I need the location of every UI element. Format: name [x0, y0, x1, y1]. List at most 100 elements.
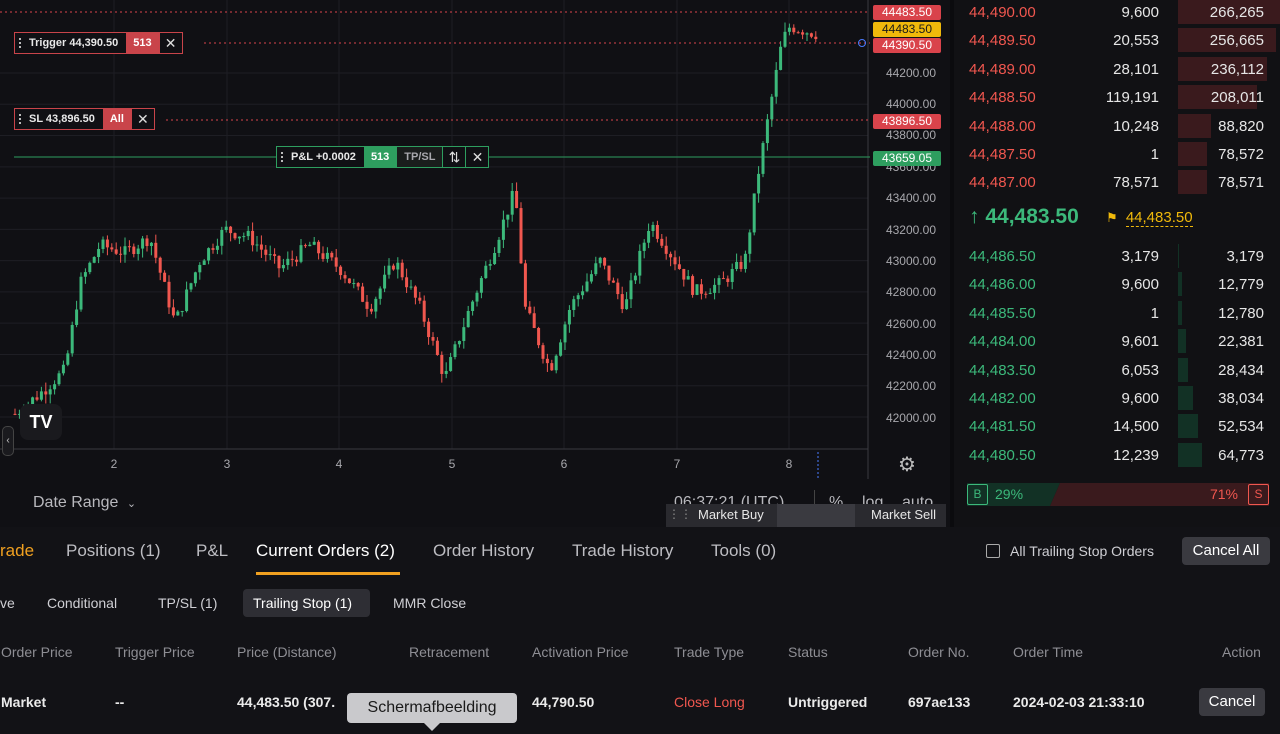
buy-pct: 29% [995, 486, 1024, 502]
subtab-mmr-close[interactable]: MMR Close [393, 595, 467, 611]
cell-order-no: 697ae133 [908, 694, 971, 710]
candle-body [493, 252, 497, 265]
quick-trade-qty[interactable] [777, 504, 855, 527]
ask-row[interactable]: 44,487.00 78,571 78,571 [954, 170, 1280, 198]
price-tick: 42400.00 [885, 348, 936, 362]
candle-body [83, 272, 87, 277]
tab-positions[interactable]: Positions (1) [66, 541, 161, 560]
ask-total: 88,820 [1218, 117, 1264, 135]
candle-body [75, 309, 79, 325]
tab-trade-history[interactable]: Trade History [572, 541, 674, 560]
all-trailing-checkbox[interactable] [986, 544, 1000, 558]
bid-row[interactable]: 44,486.00 9,600 12,779 [954, 272, 1280, 300]
trigger-order-label: Trigger 44,390.50 [15, 33, 126, 53]
market-buy-button[interactable]: Market Buy [698, 507, 764, 522]
subtab-trailing-stop[interactable]: Trailing Stop (1) [253, 595, 353, 611]
candle-body [277, 255, 281, 269]
chevron-left-icon[interactable]: ‹ [2, 426, 14, 456]
bid-price: 44,481.50 [969, 418, 1036, 436]
tab-current-orders[interactable]: Current Orders (2) [256, 541, 395, 560]
bid-total: 52,534 [1218, 418, 1264, 436]
candlestick-chart[interactable] [0, 0, 950, 527]
price-chart[interactable]: 44200.00 44000.00 43800.00 43600.00 4340… [0, 0, 950, 527]
market-sell-button[interactable]: Market Sell [871, 507, 937, 522]
candle-body [488, 264, 492, 266]
ask-row[interactable]: 44,489.00 28,101 236,112 [954, 56, 1280, 85]
bid-row[interactable]: 44,482.00 9,600 38,034 [954, 386, 1280, 414]
candle-body [369, 308, 373, 312]
candle-body [682, 268, 686, 280]
bid-row[interactable]: 44,480.50 12,239 64,773 [954, 442, 1280, 471]
bid-row[interactable]: 44,485.50 1 12,780 [954, 300, 1280, 329]
candle-body [576, 295, 580, 300]
candle-body [220, 230, 224, 246]
price-tick: 42200.00 [885, 379, 936, 393]
ask-row[interactable]: 44,489.50 20,553 256,665 [954, 28, 1280, 56]
bid-row[interactable]: 44,481.50 14,500 52,534 [954, 414, 1280, 442]
tab-pnl[interactable]: P&L [196, 541, 229, 560]
candle-body [158, 257, 162, 273]
candle-body [770, 96, 774, 120]
candle-body [127, 246, 131, 248]
sl-order-line[interactable]: SL 43,896.50 All ✕ [14, 108, 155, 130]
tab-trade[interactable]: rade [0, 541, 35, 560]
tab-order-history[interactable]: Order History [433, 541, 535, 560]
bid-price: 44,482.00 [969, 390, 1036, 407]
candle-body [39, 391, 43, 400]
close-icon[interactable]: ✕ [130, 109, 154, 129]
candle-body [528, 306, 532, 314]
ask-row[interactable]: 44,488.50 119,191 208,011 [954, 85, 1280, 113]
candle-body [607, 265, 611, 281]
depth-bar [1178, 170, 1207, 195]
subtab-tpsl[interactable]: TP/SL (1) [158, 595, 218, 611]
tab-tools[interactable]: Tools (0) [711, 541, 777, 560]
candle-body [629, 280, 633, 300]
candle-body [339, 266, 343, 276]
date-range-button[interactable]: Date Range ⌄ [33, 494, 136, 512]
time-tick: 6 [560, 457, 568, 471]
drag-handle-icon[interactable]: ⋮⋮ [668, 507, 692, 521]
candle-body [119, 253, 123, 255]
candle-body [193, 272, 197, 284]
candle-body [123, 246, 127, 255]
candle-body [185, 289, 189, 312]
candle-body [44, 391, 48, 395]
bid-row[interactable]: 44,484.00 9,601 22,381 [954, 329, 1280, 357]
ask-row[interactable]: 44,488.00 10,248 88,820 [954, 113, 1280, 142]
ask-row[interactable]: 44,487.50 1 78,572 [954, 142, 1280, 170]
candle-body [101, 239, 105, 249]
last-price-tag: 44483.50 [873, 5, 941, 20]
candle-body [57, 373, 61, 385]
candle-body [677, 264, 681, 269]
candle-body [352, 283, 356, 285]
bid-row[interactable]: 44,483.50 6,053 28,434 [954, 357, 1280, 386]
subtab-conditional[interactable]: Conditional [47, 595, 118, 611]
candle-body [730, 269, 734, 282]
subtab-active[interactable]: ve [0, 595, 15, 611]
close-icon[interactable]: ✕ [158, 33, 182, 53]
trigger-order-line[interactable]: Trigger 44,390.50 513 ✕ [14, 32, 183, 54]
candle-body [233, 233, 237, 239]
candle-body [541, 345, 545, 359]
cancel-order-button[interactable]: Cancel [1199, 688, 1265, 716]
tpsl-button[interactable]: TP/SL [396, 147, 443, 167]
depth-bar [1178, 357, 1188, 382]
col-order-time: Order Time [1013, 644, 1084, 660]
ask-row[interactable]: 44,490.00 9,600 266,265 [954, 0, 1280, 28]
ask-total: 256,665 [1209, 32, 1264, 50]
bid-row[interactable]: 44,486.50 3,179 3,179 [954, 244, 1280, 272]
close-icon[interactable]: ✕ [465, 147, 488, 167]
candle-body [13, 413, 17, 415]
candle-body [286, 258, 290, 266]
candle-body [475, 292, 479, 302]
ask-price: 44,489.50 [969, 32, 1036, 50]
pnl-position-line[interactable]: P&L +0.0002 513 TP/SL ⇅ ✕ [276, 146, 490, 168]
candle-body [110, 247, 114, 250]
gear-icon[interactable]: ⚙ [898, 454, 916, 476]
candle-body [669, 253, 673, 258]
candle-body [303, 245, 307, 247]
cancel-all-button[interactable]: Cancel All [1182, 537, 1270, 565]
candle-body [17, 413, 21, 415]
reverse-icon[interactable]: ⇅ [442, 147, 465, 167]
price-tick: 44200.00 [885, 66, 936, 80]
